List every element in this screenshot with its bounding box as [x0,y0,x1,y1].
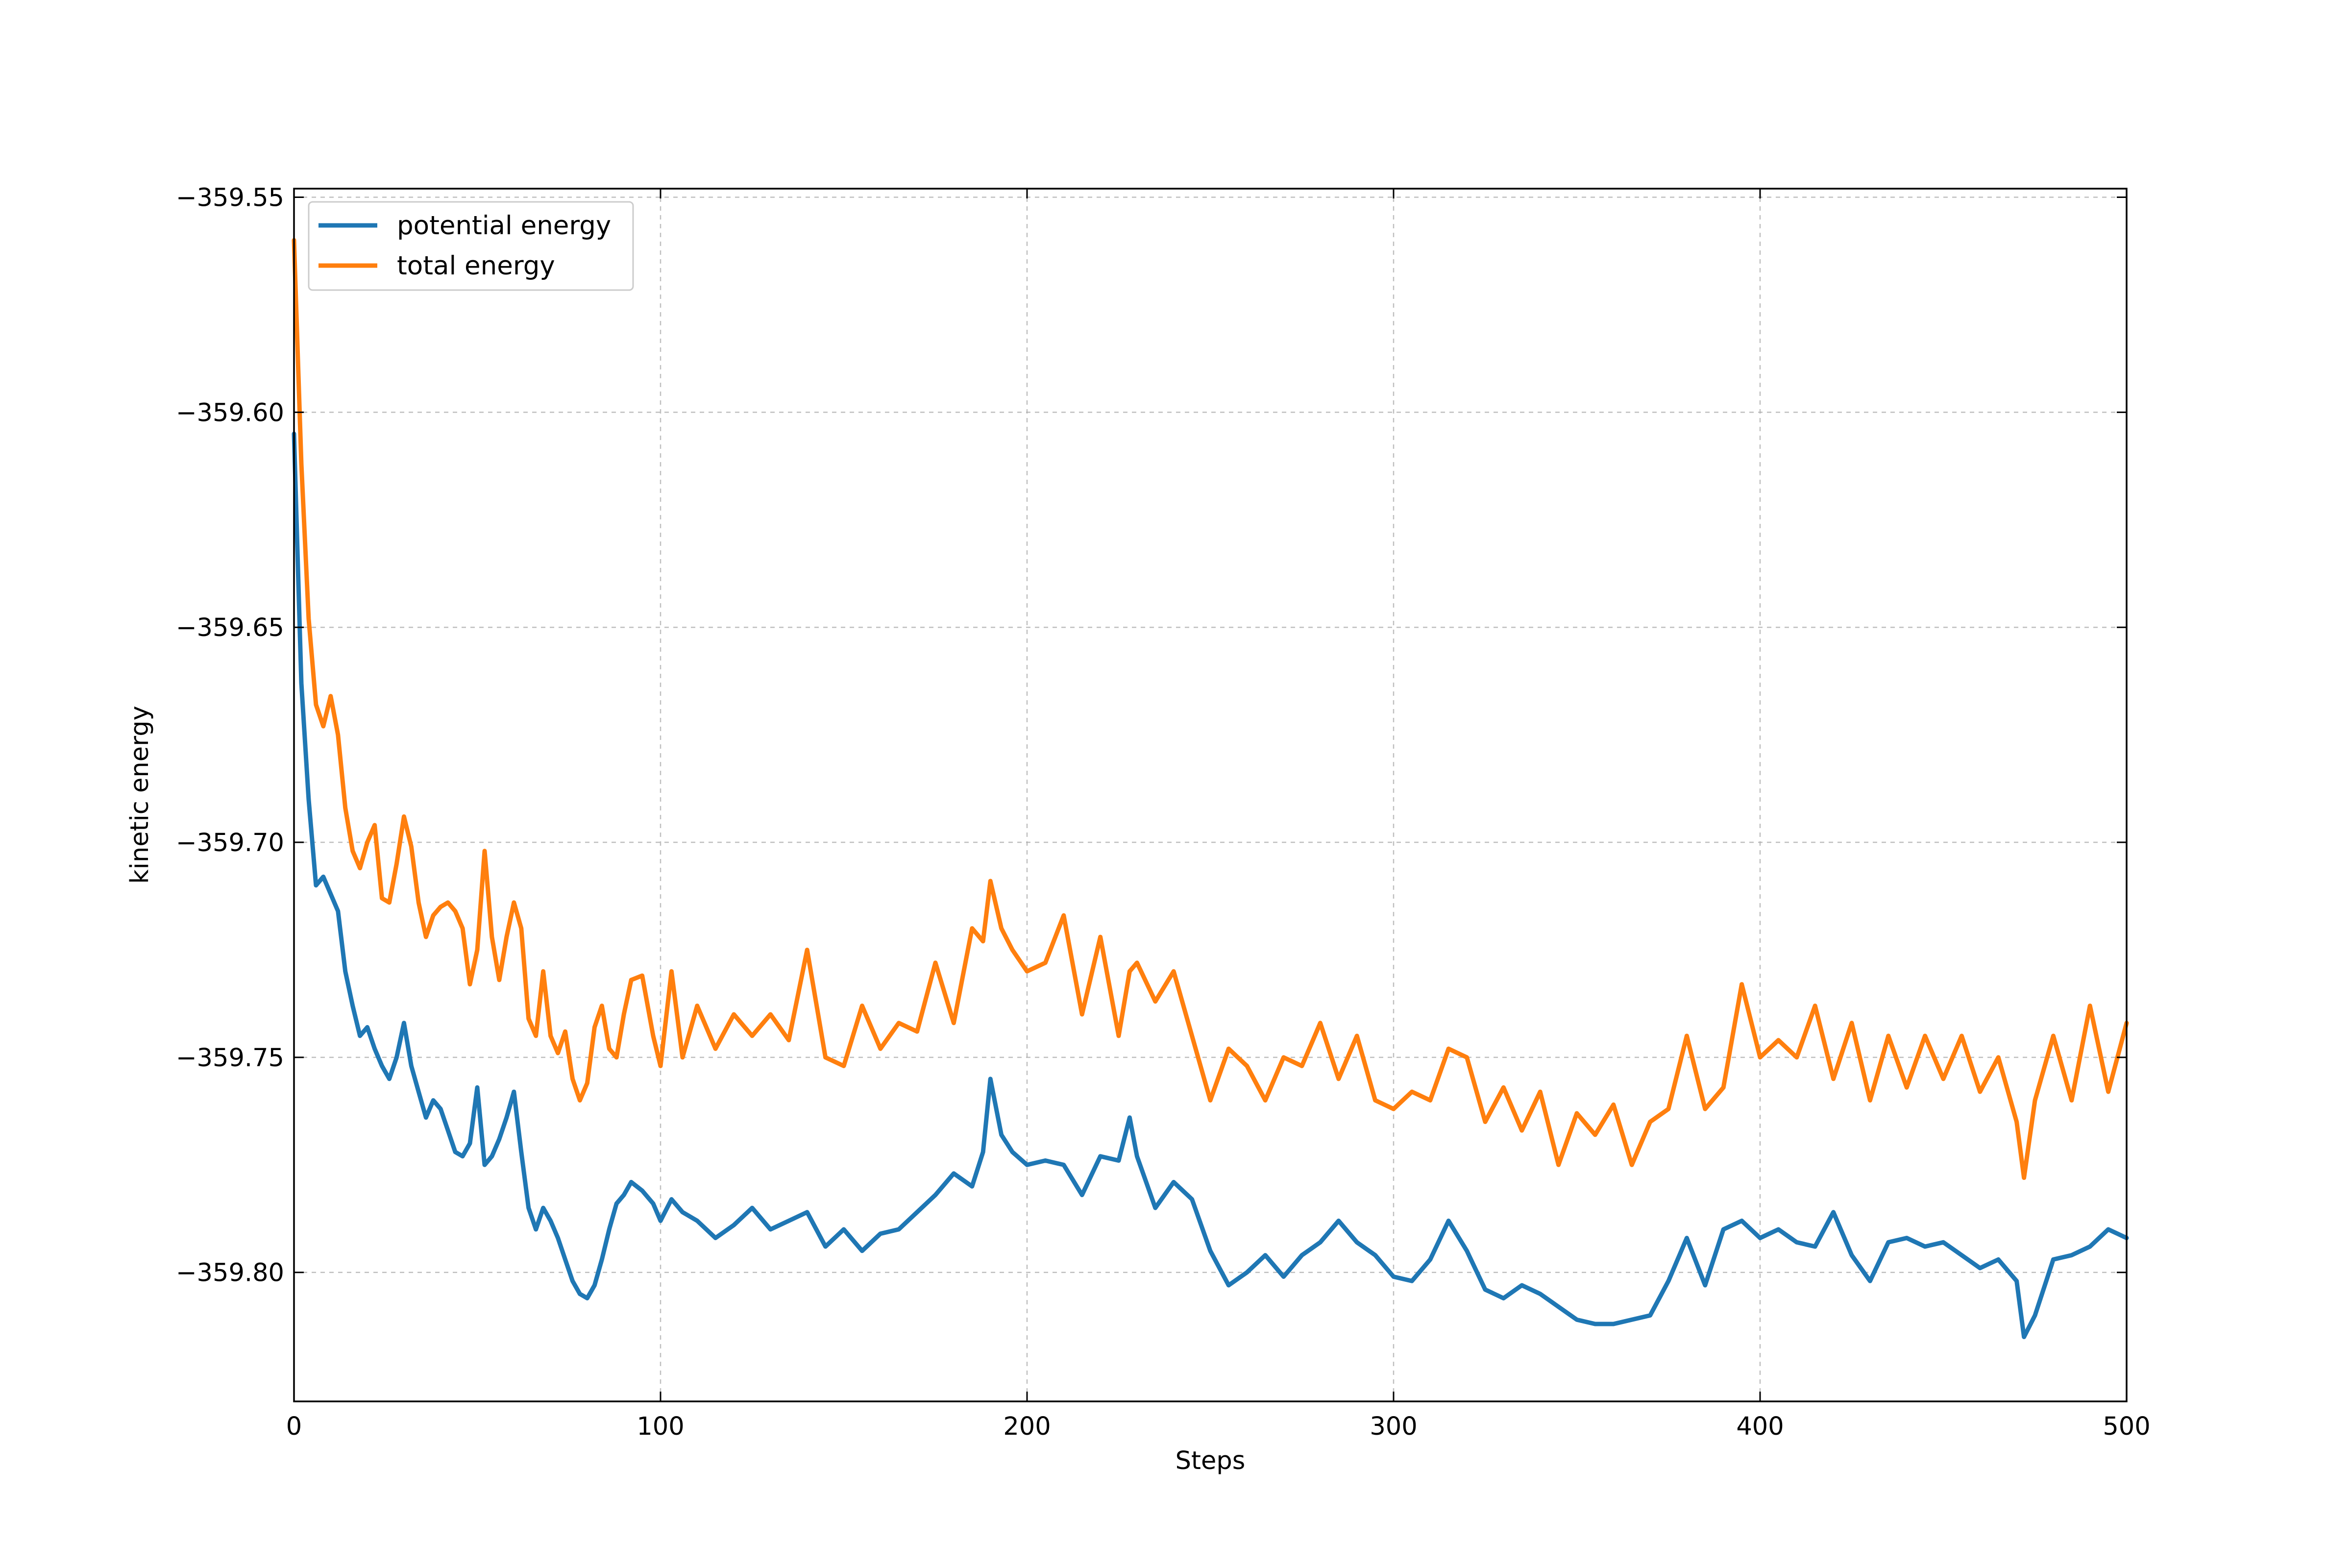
plot-area [294,189,2127,1401]
series-line-potential-energy [292,431,2129,1339]
x-tick-label: 100 [637,1412,684,1441]
y-tick-label: −359.60 [176,398,284,427]
ticks: 0 100 200 300 400 500 −359.55 −359.60 −359.65 −35… [176,184,2151,1441]
x-tick-label: 300 [1370,1412,1417,1441]
grid [293,189,2128,1401]
y-tick-label: −359.65 [176,613,284,642]
x-tick-label: 200 [1003,1412,1051,1441]
x-axis-label: Steps [1176,1446,1246,1475]
y-tick-label: −359.55 [176,184,284,213]
y-tick-label: −359.80 [176,1259,284,1288]
legend-label-potential: potential energy [397,211,611,241]
plot-frame [293,188,2128,1402]
y-tick-label: −359.70 [176,829,284,858]
x-tick-label: 500 [2103,1412,2150,1441]
legend: potential energy total energy [308,201,634,291]
x-tick-label: 0 [286,1412,302,1441]
series-line-total-energy [292,238,2129,1180]
x-tick-label: 400 [1736,1412,1784,1441]
y-tick-label: −359.75 [176,1044,284,1073]
series-layer [292,238,2129,1339]
y-axis-label: kinetic energy [125,706,154,884]
legend-label-total: total energy [397,251,555,281]
legend-box [308,201,634,291]
